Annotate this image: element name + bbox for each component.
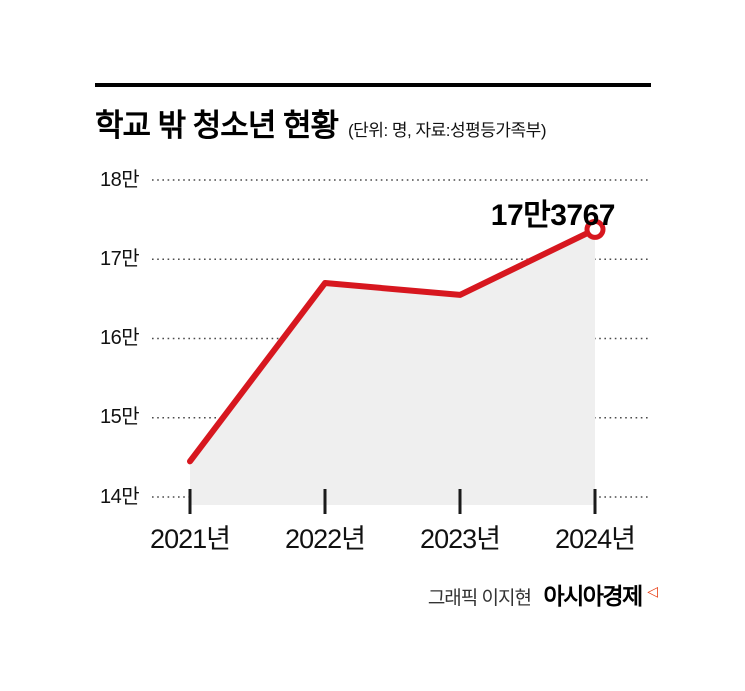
- brand-logo: 아시아경제: [543, 583, 643, 609]
- end-point-marker: [584, 218, 606, 240]
- area-fill: [190, 229, 595, 505]
- data-line: [187, 226, 598, 465]
- y-tick-label: 16만: [100, 327, 140, 349]
- unit-source-note: (단위: 명, 자료:성평등가족부): [348, 121, 546, 140]
- top-rule: [95, 83, 651, 87]
- y-tick-label: 15만: [100, 406, 140, 428]
- y-tick-label: 17만: [100, 248, 140, 270]
- brand-mark-icon: ◁: [647, 583, 658, 599]
- x-tick-label: 2021년: [150, 524, 231, 554]
- data-label-2024: 17만3767: [490, 199, 616, 232]
- credit-text: 그래픽 이지현: [427, 588, 532, 609]
- y-tick-label: 18만: [100, 169, 140, 191]
- y-tick-label: 14만: [100, 486, 140, 508]
- x-tick-label: 2022년: [285, 524, 366, 554]
- x-tick-label: 2024년: [555, 524, 636, 554]
- x-tick-label: 2023년: [420, 524, 501, 554]
- chart-header: 학교 밖 청소년 현황 (단위: 명, 자료:성평등가족부): [95, 100, 715, 145]
- footer: 그래픽 이지현 아시아경제 ◁: [0, 577, 658, 611]
- page-title: 학교 밖 청소년 현황: [95, 108, 339, 143]
